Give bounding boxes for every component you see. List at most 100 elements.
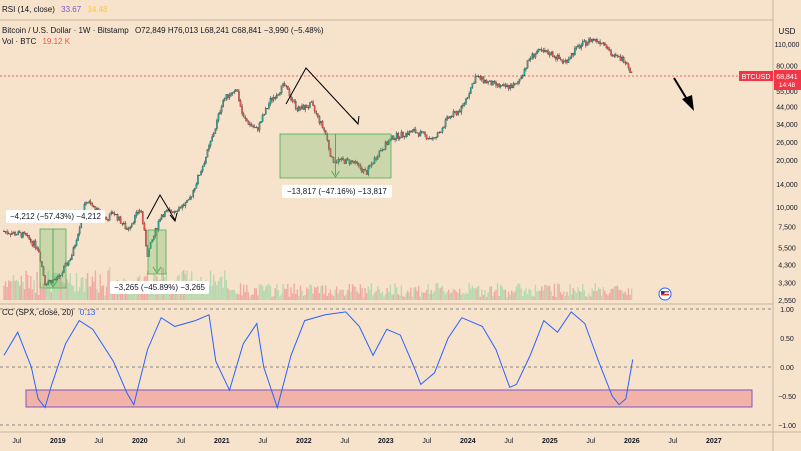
- volume-bar: [263, 291, 265, 300]
- candle-body: [391, 135, 393, 139]
- candle-body: [231, 92, 234, 94]
- candle-body: [88, 201, 90, 204]
- symbol-legend[interactable]: Bitcoin / U.S. Dollar · 1W · Bitstamp O7…: [2, 26, 324, 35]
- volume-bar: [610, 289, 612, 300]
- candle-body: [58, 274, 60, 277]
- candle-body: [351, 160, 354, 162]
- ohlc-values: O72,849 H76,013 L68,241 C68,841 −3,990 (…: [134, 26, 324, 35]
- volume-bar: [440, 287, 442, 300]
- candle-body: [121, 223, 124, 225]
- flag-icon[interactable]: [658, 287, 672, 301]
- candle-body: [228, 95, 231, 98]
- volume-bar: [350, 291, 352, 300]
- candle-body: [545, 50, 548, 53]
- volume-bar: [22, 282, 24, 300]
- candle-body: [238, 91, 240, 101]
- candle-body: [9, 233, 12, 235]
- candle-body: [384, 141, 387, 150]
- volume-bar: [525, 288, 527, 300]
- rsi-legend[interactable]: RSI (14, close) 33.67 34.48: [2, 5, 107, 14]
- candle-body: [501, 84, 504, 86]
- candle-body: [387, 140, 390, 145]
- volume-bar: [217, 280, 220, 300]
- volume-bar: [585, 296, 587, 300]
- volume-bar: [359, 284, 362, 300]
- symbol-badge-bg: [739, 71, 773, 81]
- candle-body: [230, 93, 232, 96]
- volume-bar: [430, 290, 433, 300]
- candle-body: [53, 279, 56, 281]
- candle-body: [42, 266, 45, 276]
- volume-bar: [71, 284, 73, 300]
- volume-bar: [507, 291, 510, 300]
- candle-body: [324, 130, 327, 135]
- volume-bar: [495, 289, 497, 300]
- volume-bar: [572, 288, 574, 300]
- volume-bar: [413, 287, 415, 300]
- time-tick: 2027: [706, 438, 722, 445]
- candle-body: [594, 39, 597, 41]
- drawings: [39, 67, 694, 289]
- candle-body: [577, 45, 579, 47]
- candle-body: [350, 160, 352, 164]
- candle-body: [406, 132, 409, 136]
- candle-body: [440, 132, 442, 133]
- candle-body: [140, 210, 142, 212]
- volume-bar: [351, 284, 354, 300]
- volume-bar: [583, 290, 586, 300]
- trend-line-2019: [146, 193, 176, 221]
- volume-bar: [588, 293, 590, 300]
- volume-bar: [80, 277, 82, 300]
- volume-bar: [101, 286, 103, 300]
- candle-body: [553, 56, 556, 58]
- candle-body: [261, 115, 264, 122]
- volume-bar: [444, 294, 447, 300]
- candle-body: [339, 159, 341, 160]
- volume-bar: [457, 293, 459, 300]
- candle-body: [253, 126, 256, 128]
- volume-bar: [26, 275, 29, 300]
- candle-body: [126, 228, 128, 230]
- cc-tick: 0.00: [780, 365, 794, 372]
- volume-bar: [536, 291, 538, 300]
- candle-body: [93, 206, 95, 207]
- candle-body: [356, 161, 359, 164]
- candle-body: [74, 245, 76, 248]
- candle-body: [244, 117, 247, 119]
- volume-bar: [578, 291, 581, 300]
- cc-tick: −1.00: [778, 423, 796, 430]
- candle-body: [611, 55, 614, 57]
- volume-bar: [561, 294, 563, 300]
- volume-bar: [342, 289, 344, 300]
- candle-body: [179, 207, 182, 209]
- candle-body: [542, 50, 545, 52]
- candle-body: [358, 163, 360, 166]
- candle-body: [425, 134, 428, 140]
- volume-bar: [514, 291, 516, 300]
- candle-body: [309, 102, 311, 108]
- volume-bar: [400, 285, 403, 300]
- candle-body: [499, 85, 502, 88]
- volume-legend[interactable]: Vol · BTC 19.12 K: [2, 37, 70, 46]
- price-tick: 34,000: [776, 122, 798, 129]
- candle-body: [119, 216, 122, 224]
- cc-legend[interactable]: CC (SPX, close, 20) 0.13: [2, 308, 95, 317]
- volume-bar: [213, 274, 215, 300]
- volume-bar: [347, 289, 349, 300]
- candle-body: [492, 81, 494, 86]
- candle-body: [607, 47, 609, 50]
- volume-bar: [624, 291, 627, 300]
- candle-body: [469, 87, 472, 94]
- candle-body: [107, 219, 109, 221]
- volume-bar: [577, 287, 579, 300]
- volume-bar: [132, 289, 135, 300]
- volume-bar: [31, 289, 34, 300]
- volume-bar: [317, 286, 319, 300]
- volume-bar: [216, 284, 218, 300]
- volume-bar: [496, 283, 499, 300]
- volume-bar: [20, 275, 23, 300]
- candle-body: [454, 111, 456, 113]
- trend-arrowhead-2019: [169, 212, 178, 223]
- volume-bar: [429, 293, 431, 300]
